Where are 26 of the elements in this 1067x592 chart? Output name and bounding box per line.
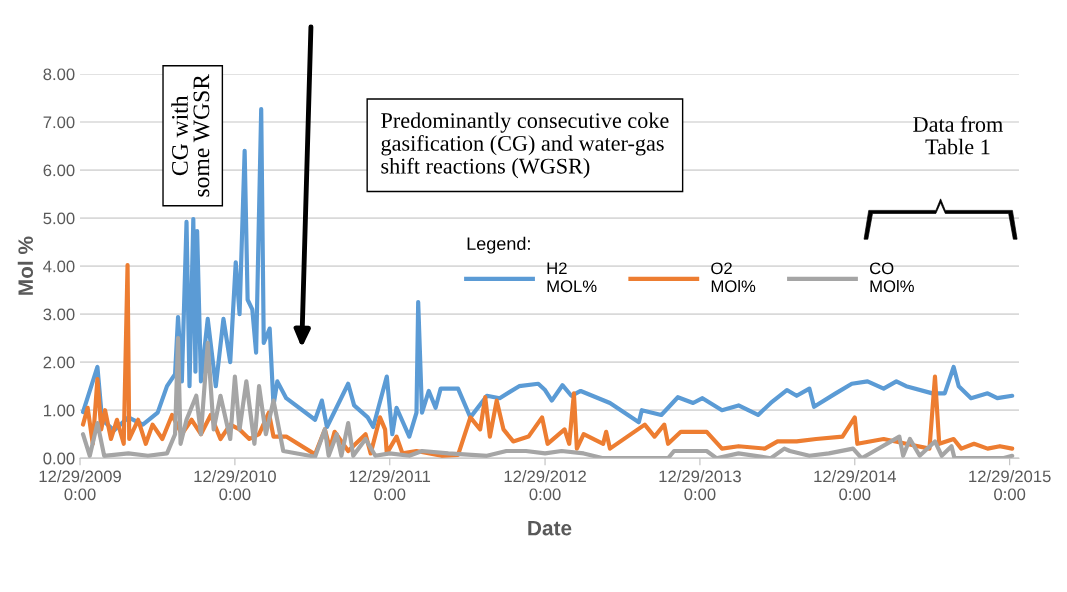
legend-label: O2 MOl% bbox=[711, 262, 756, 293]
y-tick-label: 2.00 bbox=[43, 356, 75, 369]
y-tick-label: 6.00 bbox=[43, 164, 75, 177]
y-tick-label: 4.00 bbox=[43, 260, 75, 273]
annotation: Predominantly consecutive coke gasification (CG) and water-gas shift reactions (WGSR) bbox=[381, 112, 669, 179]
x-tick-label: 12/29/2010 0:00 bbox=[194, 470, 276, 501]
x-tick-label: 12/29/2012 0:00 bbox=[504, 470, 586, 501]
y-tick-label: 7.00 bbox=[43, 116, 75, 129]
y-tick-label: 5.00 bbox=[43, 212, 75, 225]
legend-title: Legend: bbox=[467, 236, 530, 254]
y-tick-label: 1.00 bbox=[44, 404, 75, 417]
annotation: CG with some WGSR bbox=[171, 74, 210, 197]
annotation: Data from Table 1 bbox=[913, 116, 1003, 155]
y-tick-label: 8.00 bbox=[43, 68, 75, 81]
x-axis-title: Date bbox=[528, 520, 572, 536]
x-tick-label: 12/29/2015 0:00 bbox=[969, 470, 1051, 501]
y-tick-label: 3.00 bbox=[43, 308, 75, 321]
legend-label: H2 MOL% bbox=[547, 262, 597, 293]
x-tick-label: 12/29/2009 0:00 bbox=[39, 470, 121, 501]
y-axis-title: Mol % bbox=[17, 236, 34, 295]
x-tick-label: 12/29/2011 0:00 bbox=[349, 470, 431, 501]
x-tick-label: 12/29/2013 0:00 bbox=[659, 470, 741, 501]
x-tick-label: 12/29/2014 0:00 bbox=[814, 470, 897, 501]
legend-label: CO MOl% bbox=[870, 262, 914, 293]
y-tick-label: 0.00 bbox=[43, 452, 75, 465]
line-series bbox=[80, 336, 1015, 459]
